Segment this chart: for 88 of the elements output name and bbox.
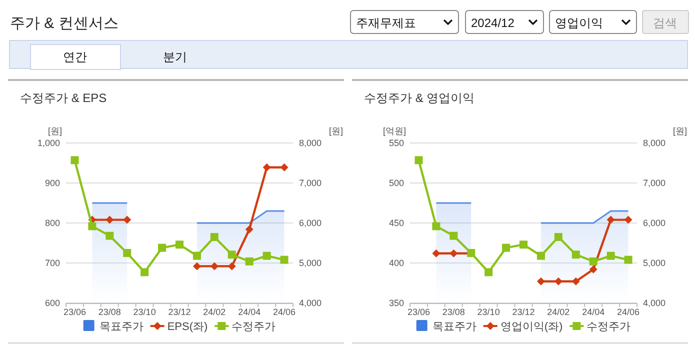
y-tick-label: 700: [44, 258, 60, 268]
y-tick-label: 550: [388, 138, 404, 148]
point: [228, 250, 236, 259]
legend-label: 수정주가: [232, 321, 276, 333]
y2-tick-label: 5,000: [643, 258, 666, 268]
point: [432, 249, 440, 258]
point: [484, 268, 493, 276]
legend-label: 목표주가: [99, 321, 144, 333]
point: [450, 249, 458, 258]
text: 주가 & 컨센서스: [10, 15, 118, 32]
legend-label: 목표주가: [432, 321, 476, 333]
point: [176, 240, 184, 249]
y2-tick-label: 4,000: [299, 298, 322, 308]
point: [589, 257, 598, 266]
point: [536, 252, 545, 260]
y-tick-label: 1,000: [37, 138, 60, 148]
point: [572, 277, 580, 286]
point: [192, 252, 201, 260]
y2-tick-label: 8,000: [643, 138, 666, 148]
point: [192, 262, 201, 270]
x-tick-label: 23/06: [407, 307, 430, 317]
y2-tick-label: 5,000: [299, 258, 322, 268]
y-tick-label: 800: [44, 218, 60, 228]
point: [140, 268, 149, 276]
point: [432, 222, 440, 230]
x-tick-label: 23/06: [63, 307, 86, 317]
x-tick-label: 23/10: [477, 307, 500, 317]
y2-tick-label: 4,000: [643, 298, 666, 308]
x-tick-label: 24/06: [273, 307, 296, 317]
point: [88, 222, 96, 230]
point: [606, 216, 615, 224]
point: [624, 256, 632, 264]
point: [210, 262, 218, 270]
point: [245, 257, 254, 266]
point: [262, 252, 271, 260]
y2-tick-label: 8,000: [299, 138, 322, 148]
y-tick-label: 600: [44, 298, 60, 308]
x-tick-label: 24/04: [582, 307, 605, 317]
point: [589, 265, 598, 274]
x-tick-label: 23/10: [133, 307, 156, 317]
point: [210, 233, 218, 241]
point: [262, 163, 271, 172]
y2-tick-label: 7,000: [643, 178, 666, 188]
y2-tick-label: 7,000: [299, 178, 322, 188]
point: [123, 249, 132, 257]
y2-axis-title: [원]: [673, 126, 688, 136]
point: [228, 262, 236, 270]
point: [624, 216, 632, 224]
point: [106, 216, 114, 224]
point: [245, 225, 254, 234]
chart-title: 수정주가 & 영업이익: [364, 91, 475, 105]
y-axis-title: [원]: [48, 126, 62, 136]
x-tick-label: 24/04: [238, 307, 261, 317]
y-tick-label: 400: [388, 258, 404, 268]
x-tick-label: 23/12: [168, 307, 191, 317]
point: [280, 256, 288, 264]
y-axis-title: [억원]: [382, 126, 406, 136]
chart-title: 수정주가 & EPS: [20, 91, 107, 105]
point: [123, 216, 132, 224]
point: [280, 163, 288, 172]
legend-label: 영업이익(좌): [500, 321, 563, 333]
x-tick-label: 23/08: [98, 307, 121, 317]
y2-axis-title: [원]: [329, 126, 344, 136]
point: [450, 232, 458, 240]
point: [536, 277, 545, 286]
point: [554, 277, 562, 286]
point: [606, 252, 615, 260]
x-tick-label: 24/02: [547, 307, 570, 317]
y2-tick-label: 6,000: [299, 218, 322, 228]
point: [70, 156, 79, 164]
point: [414, 156, 423, 164]
legend-label: 수정주가: [586, 321, 631, 333]
point: [106, 232, 114, 240]
x-tick-label: 24/02: [203, 307, 226, 317]
y-tick-label: 900: [44, 178, 60, 188]
point: [520, 240, 528, 249]
legend-label: EPS(좌): [167, 321, 208, 333]
point: [572, 250, 580, 259]
x-tick-label: 23/12: [512, 307, 535, 317]
y-tick-label: 500: [388, 178, 404, 188]
x-tick-label: 24/06: [617, 307, 640, 317]
y2-tick-label: 6,000: [643, 218, 666, 228]
point: [554, 233, 562, 241]
y-tick-label: 350: [388, 298, 404, 308]
y-tick-label: 450: [388, 218, 404, 228]
point: [158, 244, 166, 252]
x-tick-label: 23/08: [442, 307, 465, 317]
point: [502, 244, 510, 252]
